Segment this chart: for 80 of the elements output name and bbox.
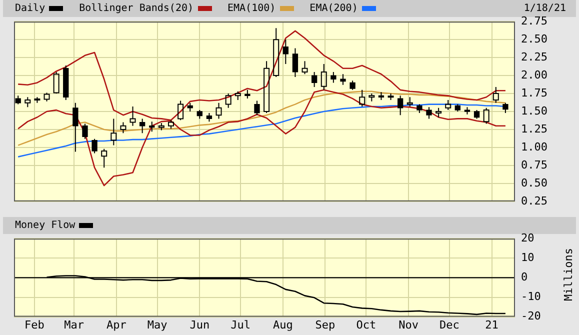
text: 1/18/21 bbox=[524, 3, 566, 14]
candlestick bbox=[110, 118, 117, 146]
legend-label: Bollinger Bands(20) bbox=[79, 3, 194, 14]
y-tick-label: 2.25 bbox=[521, 50, 548, 64]
candlestick bbox=[264, 60, 270, 114]
candlestick bbox=[350, 80, 356, 90]
candlestick bbox=[196, 110, 202, 120]
x-tick-label: Apr bbox=[106, 318, 127, 332]
candlestick bbox=[225, 93, 232, 108]
legend-label: Daily bbox=[15, 3, 46, 14]
candlestick bbox=[244, 89, 250, 100]
candlestick bbox=[82, 123, 88, 140]
y-tick-label: 2.50 bbox=[521, 32, 548, 46]
x-tick-label: Dec bbox=[440, 318, 460, 332]
x-tick-label: Jul bbox=[230, 318, 251, 332]
x-tick-label: May bbox=[147, 318, 168, 332]
candlestick bbox=[340, 74, 346, 86]
x-tick-label: Feb bbox=[24, 318, 44, 332]
candlestick bbox=[130, 106, 136, 126]
candlestick bbox=[234, 90, 241, 100]
y-axis-title: Millions bbox=[561, 248, 574, 300]
candlestick bbox=[320, 64, 327, 90]
candlestick bbox=[273, 28, 280, 78]
candlestick bbox=[158, 122, 164, 131]
candlestick bbox=[436, 107, 442, 118]
y-tick-label: -10 bbox=[521, 290, 541, 304]
candlestick bbox=[120, 122, 126, 134]
candlestick bbox=[426, 106, 432, 120]
legend-label: EMA(200) bbox=[310, 3, 359, 14]
candlestick bbox=[206, 112, 212, 122]
legend-label: EMA(100) bbox=[228, 3, 277, 14]
candlestick bbox=[398, 95, 404, 116]
candlestick bbox=[388, 93, 394, 100]
candlestick bbox=[24, 96, 31, 108]
y-tick-label: 1.50 bbox=[521, 104, 548, 118]
y-tick-label: 1.75 bbox=[521, 86, 548, 100]
candlestick bbox=[359, 89, 366, 107]
y-tick-label: 20 bbox=[521, 231, 534, 244]
candlestick bbox=[63, 64, 69, 100]
y-tick-label: 0.50 bbox=[521, 176, 548, 190]
y-tick-label: 0.75 bbox=[521, 158, 548, 172]
candlestick bbox=[282, 39, 288, 65]
y-tick-label: -20 bbox=[521, 310, 541, 323]
candlestick bbox=[92, 138, 98, 154]
y-tick-label: 1.25 bbox=[521, 122, 548, 136]
candlestick bbox=[302, 60, 308, 75]
y-tick-label: 0.25 bbox=[521, 194, 548, 208]
candlestick bbox=[311, 71, 318, 88]
y-tick-label: 10 bbox=[521, 251, 534, 264]
candlestick bbox=[72, 102, 78, 152]
candlestick bbox=[330, 71, 336, 84]
x-tick-label: Oct bbox=[356, 318, 376, 332]
candlestick bbox=[445, 99, 452, 111]
candlestick bbox=[464, 106, 470, 115]
x-tick-label: Jun bbox=[190, 318, 210, 332]
candlestick bbox=[254, 100, 260, 116]
candlestick bbox=[178, 100, 184, 121]
x-tick-label: Mar bbox=[64, 318, 84, 332]
candlestick bbox=[368, 93, 375, 102]
candlestick bbox=[216, 102, 222, 120]
candlestick bbox=[483, 107, 490, 124]
candlestick bbox=[406, 96, 413, 107]
candlestick bbox=[34, 96, 40, 104]
candlestick bbox=[101, 148, 108, 168]
candlestick bbox=[139, 118, 146, 134]
y-tick-label: 0 bbox=[521, 270, 528, 284]
candlestick bbox=[168, 120, 174, 130]
x-tick-label: Sep bbox=[315, 318, 336, 332]
y-tick-label: 2.00 bbox=[521, 68, 548, 82]
x-tick-label: Nov bbox=[398, 318, 419, 332]
candlestick bbox=[416, 104, 422, 114]
candlestick bbox=[492, 86, 499, 104]
candlestick bbox=[502, 102, 508, 114]
candlestick bbox=[15, 95, 21, 105]
y-tick-label: 2.75 bbox=[521, 14, 548, 28]
y-tick-label: 1.00 bbox=[521, 140, 548, 154]
x-tick-label: 21 bbox=[485, 318, 498, 332]
legend-label: Money Flow bbox=[15, 220, 76, 231]
x-tick-label: Aug bbox=[272, 318, 293, 332]
candlestick bbox=[292, 48, 298, 78]
